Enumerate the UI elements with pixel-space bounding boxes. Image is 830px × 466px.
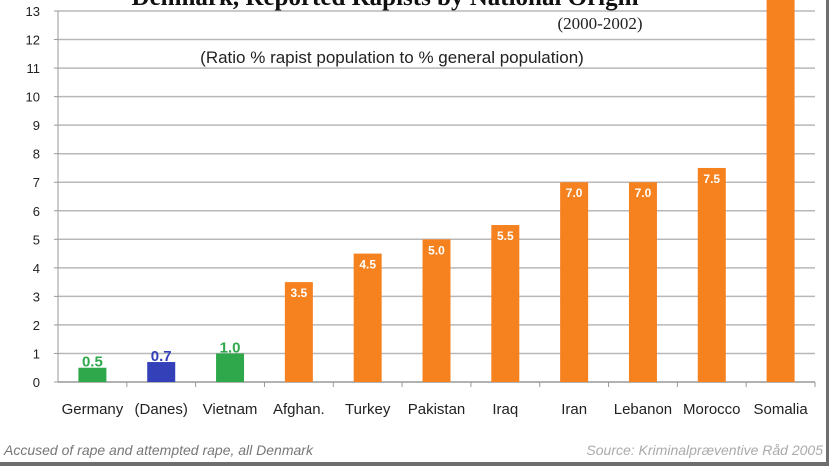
data-label: 5.0	[428, 243, 445, 257]
y-tick-label: 6	[33, 204, 40, 219]
y-tick-label: 4	[33, 261, 40, 276]
y-tick-label: 11	[27, 61, 41, 76]
data-label: 7.0	[566, 186, 583, 200]
data-label: 7.5	[703, 172, 720, 186]
bar	[628, 182, 657, 382]
bar	[491, 225, 520, 382]
x-tick-label: Iraq	[492, 401, 518, 418]
data-label: 1.0	[220, 339, 241, 356]
data-label: 3.5	[291, 286, 308, 300]
y-tick-label: 10	[26, 90, 40, 105]
y-tick-label: 2	[33, 318, 40, 333]
chart-annotation: (Ratio % rapist population to % general …	[200, 48, 584, 67]
y-tick-label: 3	[33, 289, 40, 304]
x-tick-label: Lebanon	[614, 401, 672, 418]
data-label: 4.5	[359, 258, 376, 272]
x-tick-label: Iran	[561, 401, 587, 418]
bar	[697, 167, 726, 382]
x-tick-label: Pakistan	[408, 401, 466, 418]
bar	[766, 0, 795, 382]
x-tick-label: Vietnam	[203, 401, 258, 418]
chart-title: Denmark, Reported Rapists by National Or…	[132, 0, 639, 11]
x-tick-label: Turkey	[345, 401, 391, 418]
data-label: 0.7	[151, 348, 172, 365]
y-tick-label: 0	[33, 375, 40, 390]
chart-subtitle: (2000-2002)	[558, 14, 643, 33]
data-label: 5.5	[497, 229, 514, 243]
footer-left: Accused of rape and attempted rape, all …	[3, 442, 314, 458]
footer-right: Source: Kriminalpræventive Råd 2005	[586, 442, 823, 458]
bar	[422, 239, 451, 382]
y-tick-label: 7	[33, 175, 40, 190]
x-tick-label: Morocco	[683, 401, 741, 418]
bar	[78, 367, 107, 382]
bar	[284, 282, 313, 382]
data-label: 7.0	[635, 186, 652, 200]
y-tick-label: 1	[33, 346, 40, 361]
data-label: 0.5	[82, 354, 103, 371]
y-tick-label: 12	[26, 33, 40, 48]
x-tick-label: (Danes)	[135, 401, 188, 418]
x-tick-label: Somalia	[753, 401, 808, 418]
bar	[216, 353, 245, 382]
bar	[560, 182, 589, 382]
y-tick-label: 5	[33, 232, 40, 247]
bar	[353, 253, 382, 382]
y-tick-label: 9	[33, 118, 40, 133]
bar	[147, 362, 176, 382]
x-tick-label: Germany	[62, 401, 124, 418]
x-tick-label: Afghan.	[273, 401, 325, 418]
y-tick-label: 8	[33, 147, 40, 162]
y-tick-label: 13	[26, 4, 40, 19]
